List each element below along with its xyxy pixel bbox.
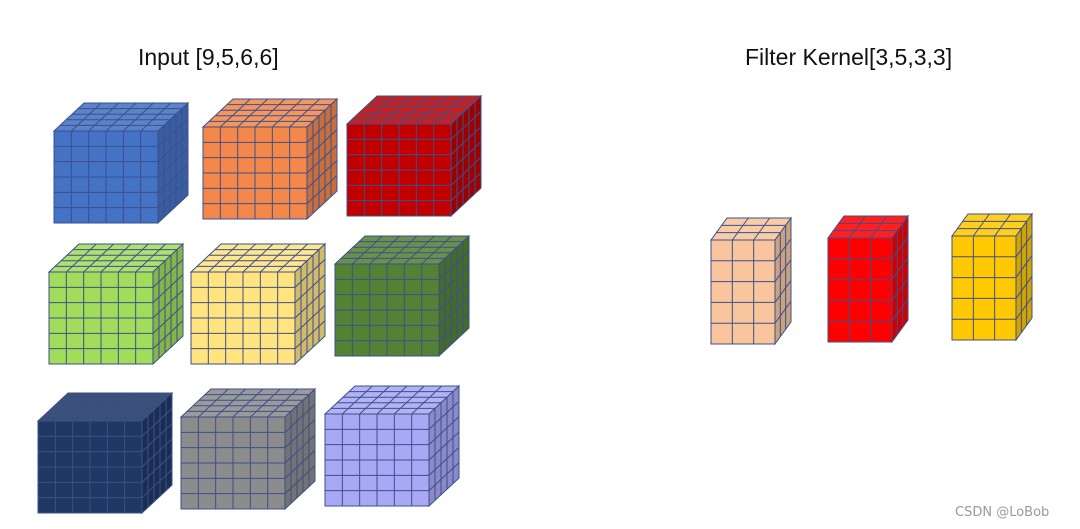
input-cube-dark-green	[333, 234, 471, 358]
cube-front-face	[951, 235, 1017, 341]
input-cube-orange	[201, 97, 339, 221]
cube-side-face	[891, 214, 909, 344]
input-cube-light-green	[47, 242, 185, 366]
filter-cube-yellow	[951, 212, 1033, 342]
cube-side-face	[1015, 212, 1033, 342]
filter-cube-peach	[710, 216, 792, 346]
cube-front-face	[827, 237, 893, 343]
input-cube-red	[345, 94, 483, 218]
filter-cube-red	[827, 214, 909, 344]
input-cube-gray	[179, 387, 317, 511]
input-cube-navy	[36, 391, 174, 515]
watermark: CSDN @LoBob	[955, 505, 1050, 520]
cube-front-face	[710, 239, 776, 345]
cube-side-face	[774, 216, 792, 346]
filter-title: Filter Kernel[3,5,3,3]	[745, 44, 953, 70]
input-cube-blue	[52, 101, 190, 225]
input-title: Input [9,5,6,6]	[138, 44, 279, 70]
input-cube-lavender	[323, 384, 461, 508]
input-cube-light-yellow	[189, 242, 327, 366]
